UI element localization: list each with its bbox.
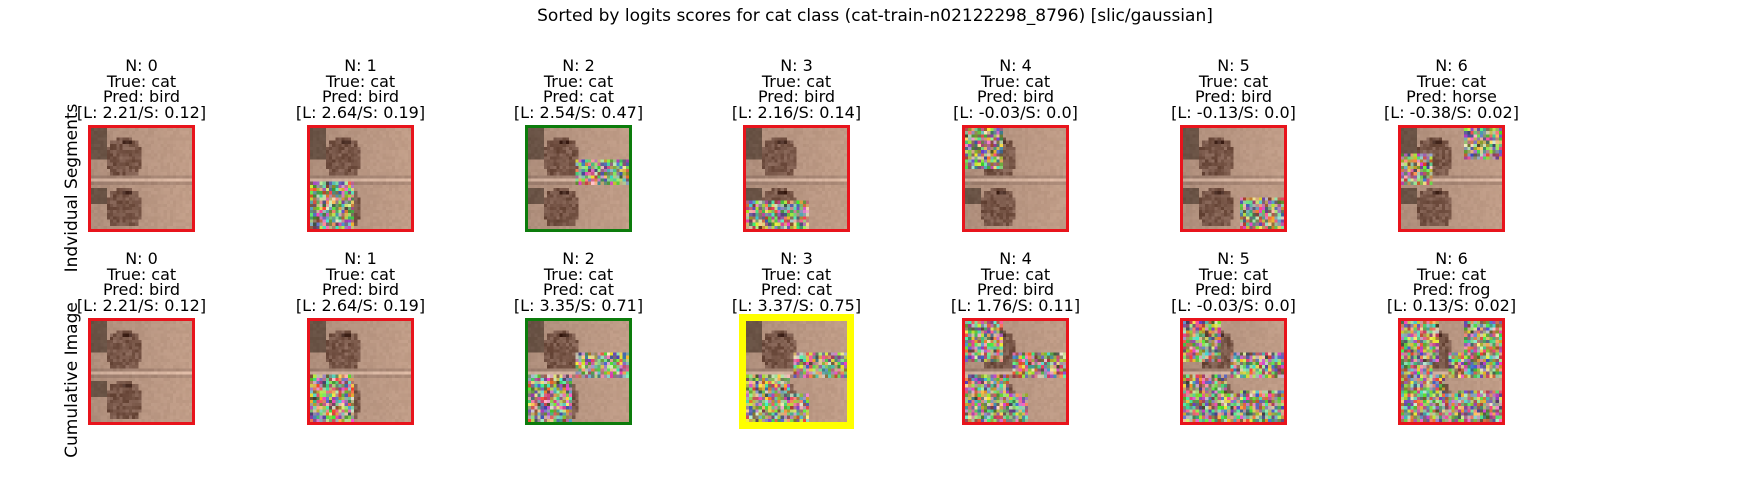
- segment-image: [307, 125, 414, 232]
- panel-scores: [L: -0.03/S: 0.0]: [1171, 295, 1296, 315]
- panel-index: N: 5: [1217, 249, 1250, 268]
- panel-true-label: True: cat: [543, 71, 614, 91]
- panel-index: N: 3: [780, 249, 813, 268]
- segment-image: [1398, 318, 1505, 425]
- panel-scores: [L: -0.38/S: 0.02]: [1384, 102, 1519, 122]
- panel-pred-label: Pred: bird: [102, 280, 181, 299]
- panel-true-label: True: cat: [761, 264, 832, 284]
- panel-scores: [L: -0.03/S: 0.0]: [953, 102, 1078, 122]
- panel-scores: [L: 3.37/S: 0.75]: [731, 295, 862, 315]
- panel-true-label: True: cat: [325, 71, 396, 91]
- segment-image: [1180, 318, 1287, 425]
- panel-true-label: True: cat: [1198, 71, 1269, 91]
- panel-true-label: True: cat: [980, 264, 1051, 284]
- panel-scores: [L: 2.64/S: 0.19]: [295, 102, 426, 122]
- panel-index: N: 4: [999, 249, 1032, 268]
- panel-index: N: 1: [344, 56, 377, 75]
- panel-index: N: 2: [562, 56, 595, 75]
- panel-scores: [L: -0.13/S: 0.0]: [1171, 102, 1296, 122]
- panel-index: N: 4: [999, 56, 1032, 75]
- panel-true-label: True: cat: [980, 71, 1051, 91]
- panel-true-label: True: cat: [1416, 264, 1487, 284]
- panel-true-label: True: cat: [106, 71, 177, 91]
- segment-image: [743, 125, 850, 232]
- panel-pred-label: Pred: bird: [321, 280, 400, 299]
- panel-index: N: 0: [125, 249, 158, 268]
- panel-index: N: 3: [780, 56, 813, 75]
- panel-pred-label: Pred: bird: [1194, 87, 1273, 106]
- panel-scores: [L: 2.54/S: 0.47]: [513, 102, 644, 122]
- segment-image: [962, 318, 1069, 425]
- segment-image: [1398, 125, 1505, 232]
- panel-scores: [L: 2.16/S: 0.14]: [731, 102, 862, 122]
- segment-image: [525, 125, 632, 232]
- panel-scores: [L: 2.21/S: 0.12]: [76, 102, 207, 122]
- panel-true-label: True: cat: [325, 264, 396, 284]
- panel-scores: [L: 1.76/S: 0.11]: [950, 295, 1081, 315]
- panel-index: N: 2: [562, 249, 595, 268]
- segment-image: [962, 125, 1069, 232]
- segment-image: [88, 125, 195, 232]
- panel-pred-label: Pred: bird: [102, 87, 181, 106]
- segment-image: [307, 318, 414, 425]
- panel-true-label: True: cat: [1416, 71, 1487, 91]
- panel-true-label: True: cat: [543, 264, 614, 284]
- panel-scores: [L: 2.64/S: 0.19]: [295, 295, 426, 315]
- panel-pred-label: Pred: cat: [543, 87, 614, 106]
- segment-image: [525, 318, 632, 425]
- segment-image: [739, 314, 854, 429]
- figure-title: Sorted by logits scores for cat class (c…: [537, 6, 1213, 26]
- panel-pred-label: Pred: bird: [757, 87, 836, 106]
- segment-image: [88, 318, 195, 425]
- panel-index: N: 0: [125, 56, 158, 75]
- panel-scores: [L: 0.13/S: 0.02]: [1386, 295, 1517, 315]
- panel-scores: [L: 3.35/S: 0.71]: [513, 295, 644, 315]
- panel-index: N: 6: [1435, 56, 1468, 75]
- segment-image: [1180, 125, 1287, 232]
- panel-true-label: True: cat: [761, 71, 832, 91]
- panel-true-label: True: cat: [1198, 264, 1269, 284]
- panel-pred-label: Pred: bird: [976, 87, 1055, 106]
- panel-index: N: 5: [1217, 56, 1250, 75]
- panel-pred-label: Pred: bird: [1194, 280, 1273, 299]
- panel-index: N: 6: [1435, 249, 1468, 268]
- panel-pred-label: Pred: bird: [321, 87, 400, 106]
- panel-pred-label: Pred: horse: [1406, 87, 1497, 106]
- panel-pred-label: Pred: bird: [976, 280, 1055, 299]
- panel-pred-label: Pred: cat: [543, 280, 614, 299]
- panel-pred-label: Pred: frog: [1412, 280, 1491, 299]
- panel-true-label: True: cat: [106, 264, 177, 284]
- panel-scores: [L: 2.21/S: 0.12]: [76, 295, 207, 315]
- panel-index: N: 1: [344, 249, 377, 268]
- panel-pred-label: Pred: cat: [761, 280, 832, 299]
- row-label-individual: Indvidual Segments: [62, 103, 82, 273]
- row-label-cumulative: Cumulative Image: [62, 302, 82, 458]
